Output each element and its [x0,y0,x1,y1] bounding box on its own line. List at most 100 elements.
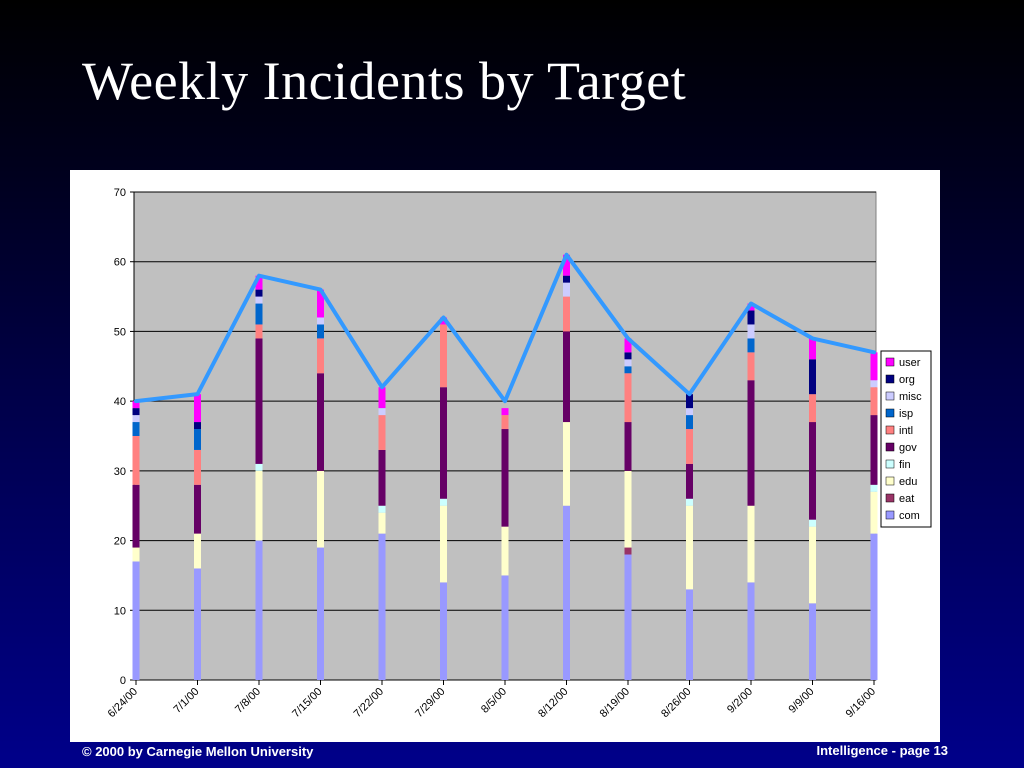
y-tick-label: 40 [114,396,126,408]
bar-segment-gov [747,380,755,506]
x-tick-label: 9/9/00 [787,686,817,716]
bar-segment-org [686,394,693,409]
bar-segment-gov [809,422,816,520]
bar-segment-intl [624,373,632,423]
bar-segment-edu [809,526,816,604]
bar-segment-intl [378,415,386,450]
bar-segment-user [563,254,570,276]
x-tick-label: 8/19/00 [598,686,632,720]
bar-segment-gov [870,415,878,485]
bar-segment-misc [624,359,632,367]
bar-segment-intl [870,387,878,416]
bar-segment-user [255,275,263,290]
x-tick-label: 7/22/00 [352,686,386,720]
legend-swatch-fin [885,459,895,469]
bar-segment-isp [132,422,140,436]
bar-segment-misc [317,317,324,325]
bar-segment-edu [317,470,324,548]
legend-swatch-isp [885,408,895,418]
bar-segment-com [132,561,140,680]
bar-segment-edu [132,547,140,562]
x-tick-label: 7/15/00 [290,686,324,720]
x-tick-label: 8/26/00 [659,686,693,720]
bar-segment-isp [747,338,755,353]
y-tick-label: 60 [114,257,126,269]
bar-segment-isp [255,303,263,325]
bar-segment-gov [255,338,263,464]
chart-panel: 0 10 20 30 40 50 60 70 6/24/00 7/1/00 7/8/00 7/15/0… [70,170,940,742]
bar-segment-edu [747,505,755,583]
bar-segment-com [255,540,263,680]
legend-swatch-intl [885,425,895,435]
bar-segment-user [132,401,140,409]
y-tick-label: 70 [114,187,126,199]
bar-segment-com [747,582,755,680]
bar-segment-com [501,575,509,680]
y-tick-label: 0 [120,675,126,687]
bar-segment-fin [440,498,447,506]
legend-label-gov: gov [899,442,917,454]
bar-segment-intl [809,394,816,423]
bar-segment-edu [624,470,632,548]
bar-segment-fin [378,505,386,513]
bar-segment-org [132,408,140,416]
bar-segment-edu [870,491,878,534]
bar-segment-gov [501,429,509,527]
bar-segment-fin [686,498,693,506]
legend-swatch-eat [885,493,895,503]
bar-segment-eat [624,547,632,555]
bar-segment-isp [317,324,324,339]
bar-segment-com [317,547,324,680]
x-tick-label: 7/29/00 [413,686,447,720]
bar-segment-edu [255,470,263,541]
bar-segment-intl [501,415,509,430]
bar-segment-com [563,505,570,680]
legend-swatch-misc [885,391,895,401]
legend-swatch-gov [885,442,895,452]
bar-segment-gov [132,484,140,548]
bar-segment-misc [563,282,570,297]
bar-segment-com [194,568,201,680]
legend-label-user: user [899,357,921,369]
x-tick-label: 8/5/00 [479,686,509,716]
x-tick-label: 9/2/00 [725,686,755,716]
bar-segment-isp [686,415,693,430]
bar-segment-org [809,359,816,395]
bar-segment-com [378,533,386,680]
x-tick-label: 8/12/00 [536,686,570,720]
page-number-footer: Intelligence - page 13 [816,743,949,758]
legend-label-fin: fin [899,459,911,471]
legend-label-isp: isp [899,408,913,420]
legend-swatch-edu [885,476,895,486]
bar-segment-isp [194,429,201,450]
bar-segment-intl [132,436,140,485]
x-tick-label: 7/8/00 [233,686,263,716]
bar-segment-isp [624,366,632,374]
bar-segment-misc [132,415,140,423]
bar-segment-org [624,352,632,360]
legend-label-eat: eat [899,493,914,505]
bar-segment-com [870,533,878,680]
bar-segment-fin [809,519,816,527]
bar-segment-edu [440,505,447,583]
legend-label-org: org [899,374,915,386]
bar-segment-intl [194,449,201,485]
bar-segment-gov [194,484,201,534]
bar-segment-intl [317,338,324,374]
bar-segment-edu [378,512,386,534]
bar-segment-misc [255,296,263,304]
bar-segment-org [194,422,201,430]
total-line [134,252,876,404]
bar-segment-org [563,275,570,283]
bar-segment-edu [563,422,570,506]
bar-segment-misc [870,380,878,388]
y-tick-label: 10 [114,605,126,617]
y-tick-label: 50 [114,326,126,338]
bar-segment-intl [440,324,447,388]
bar-segment-com [624,554,632,680]
bar-segment-intl [255,324,263,339]
bar-segment-gov [378,449,386,506]
bar-segment-org [747,310,755,325]
bar-segment-gov [440,387,447,499]
bar-segment-intl [686,429,693,464]
